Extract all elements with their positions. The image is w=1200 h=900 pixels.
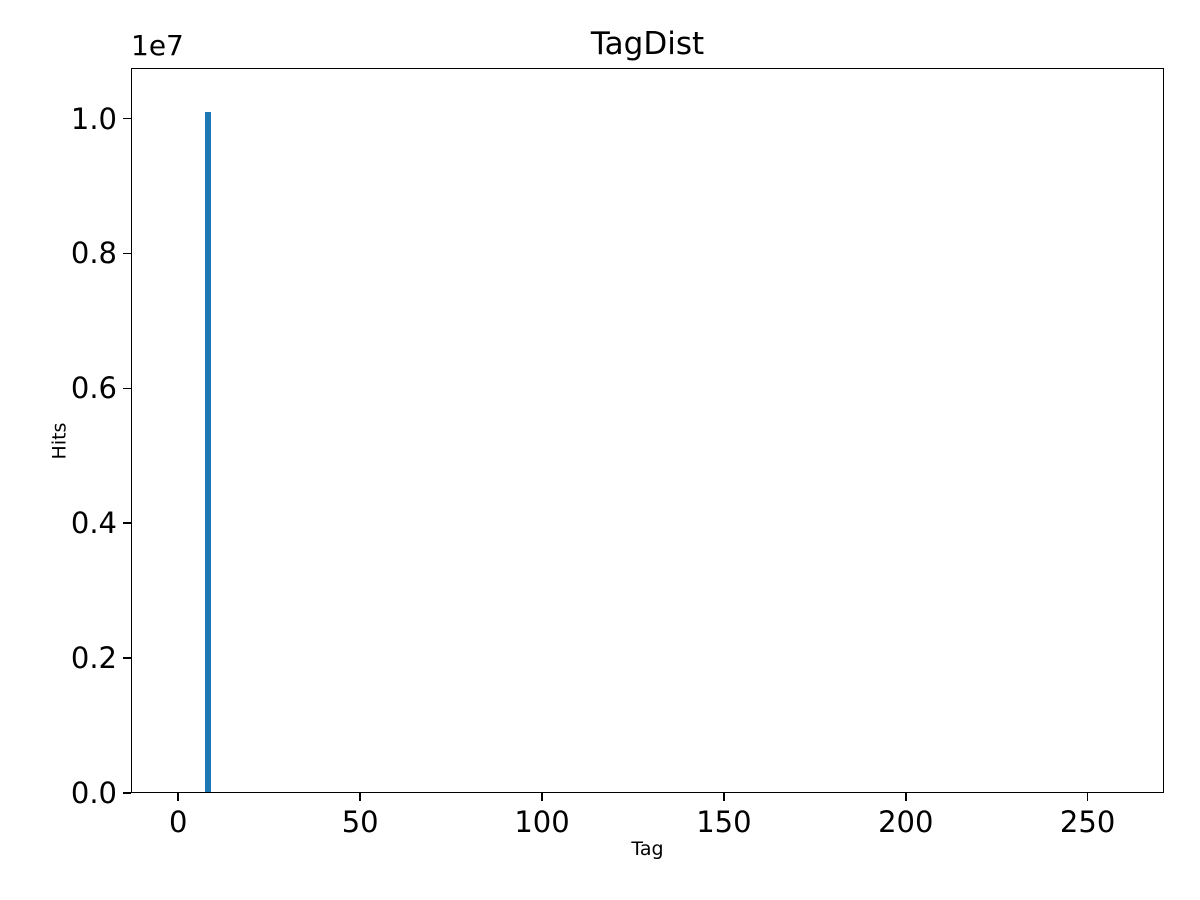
x-tick-label: 200 — [878, 805, 934, 839]
y-tick-mark — [123, 522, 131, 525]
x-tick-mark — [1086, 793, 1089, 801]
y-tick-mark — [123, 792, 131, 794]
plot-axes — [131, 68, 1164, 793]
y-tick-label: 0.8 — [70, 236, 117, 271]
x-tick-mark — [177, 793, 180, 801]
y-tick-label: 0.4 — [70, 506, 117, 541]
y-axis-offset-text: 1e7 — [131, 29, 184, 62]
y-tick-label: 0.2 — [70, 641, 117, 676]
page-title: TagDist — [590, 26, 705, 62]
y-tick-mark — [123, 117, 131, 120]
x-tick-label: 150 — [696, 805, 752, 839]
x-tick-mark — [541, 793, 543, 801]
y-tick-label: 0.0 — [70, 776, 117, 810]
x-tick-label: 250 — [1059, 805, 1116, 839]
x-tick-label: 100 — [514, 805, 570, 839]
x-tick-label: 50 — [341, 805, 379, 839]
x-tick-mark — [359, 793, 361, 801]
x-tick-mark — [904, 793, 907, 801]
plot-canvas — [132, 69, 1163, 792]
y-tick-label: 0.6 — [70, 371, 117, 406]
x-axis-label: Tag — [631, 838, 664, 860]
y-tick-mark — [123, 657, 131, 659]
y-axis-label: Hits — [48, 422, 71, 460]
y-tick-label: 1.0 — [70, 101, 117, 136]
x-tick-mark — [723, 793, 725, 801]
bar — [205, 112, 212, 792]
x-tick-label: 0 — [169, 805, 188, 839]
y-tick-mark — [123, 387, 131, 390]
y-tick-mark — [123, 252, 131, 255]
